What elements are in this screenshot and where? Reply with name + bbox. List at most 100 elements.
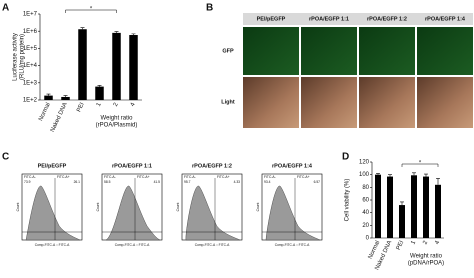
gfp-image — [301, 27, 357, 75]
gate-percent: 73.9 — [24, 180, 31, 184]
error-bar — [131, 33, 136, 36]
panel-letter: C — [2, 152, 9, 163]
significance-bracket — [65, 9, 117, 13]
gate-label: FITC-A+ — [217, 175, 230, 179]
bar — [112, 32, 121, 100]
error-bar — [400, 201, 404, 206]
plot-title: rPOA/EGFP 1:2 — [192, 163, 232, 169]
error-bar — [388, 174, 392, 177]
gfp-image — [243, 27, 299, 75]
flow-y-label: Count — [96, 203, 100, 212]
flow-x-label: Comp-FITC-A :: FITC-A — [275, 243, 310, 247]
column-header: rPOA/EGFP 1:2 — [367, 16, 407, 22]
gate-percent: 6.57 — [314, 180, 321, 184]
gate-percent: 4.33 — [234, 180, 241, 184]
gate-label: FITC-A+ — [137, 175, 150, 179]
gate-label: FITC-A- — [184, 175, 196, 179]
y-tick-label: 120 — [359, 160, 370, 166]
x-tick-label: 2 — [422, 239, 429, 245]
y-tick-label: 1E+2 — [23, 98, 38, 104]
flow-y-label: Count — [256, 203, 260, 212]
x-axis-label: Weight ratio — [101, 116, 134, 122]
y-tick-label: 1E+3 — [23, 80, 38, 86]
row-label: GFP — [222, 48, 234, 54]
flow-x-label: Comp-FITC-A :: FITC-A — [195, 243, 230, 247]
y-axis-label: Cell viability (%) — [345, 179, 351, 222]
panel-letter: B — [206, 3, 213, 14]
column-header: PEI/pEGFP — [257, 16, 286, 22]
bar — [399, 205, 405, 238]
histogram — [265, 185, 321, 241]
y-tick-label: 1E+7 — [23, 12, 38, 18]
x-tick-label: PEI — [396, 240, 406, 252]
flow-y-label: Count — [176, 203, 180, 212]
error-bar — [424, 173, 428, 177]
y-tick-label: 80 — [362, 185, 369, 191]
light-image — [301, 77, 357, 128]
gate-percent: 95.7 — [184, 180, 191, 184]
x-tick-label: Normal — [38, 102, 52, 122]
x-tick-label: 1 — [410, 239, 417, 245]
bar — [435, 184, 441, 238]
gate-label: FITC-A- — [24, 175, 36, 179]
gate-percent: 58.5 — [104, 180, 111, 184]
gfp-image — [417, 27, 473, 75]
gate-label: FITC-A- — [264, 175, 276, 179]
y-tick-label: 0 — [366, 236, 370, 242]
gate-label: FITC-A+ — [57, 175, 70, 179]
panel-letter: D — [342, 152, 349, 163]
x-tick-label: 4 — [130, 101, 137, 107]
bar — [375, 174, 381, 238]
y-tick-label: 20 — [362, 223, 369, 229]
x-tick-label: 1 — [96, 101, 103, 107]
error-bar — [436, 178, 440, 185]
error-bar — [97, 85, 102, 87]
bar — [44, 95, 53, 100]
significance-star: * — [419, 161, 422, 167]
y-axis-label: Luciferase activity — [13, 33, 19, 81]
y-tick-label: 60 — [362, 198, 369, 204]
significance-bracket — [401, 163, 439, 167]
x-axis-label: (rPOA/Plasmid) — [96, 123, 138, 129]
y-tick-label: 1E+4 — [23, 63, 38, 69]
bar — [61, 96, 70, 100]
y-axis-label: (RLU/mg protein) — [20, 34, 26, 80]
histogram — [25, 185, 81, 241]
gate-percent: 26.1 — [74, 180, 81, 184]
error-bar — [114, 31, 119, 33]
y-tick-label: 100 — [359, 172, 370, 178]
flow-x-label: Comp-FITC-A :: FITC-A — [115, 243, 150, 247]
flow-y-label: Count — [16, 203, 20, 212]
x-tick-label: 2 — [113, 101, 120, 107]
bar — [129, 35, 138, 101]
x-tick-label: 4 — [434, 239, 441, 245]
error-bar — [412, 172, 416, 176]
y-tick-label: 40 — [362, 210, 369, 216]
significance-star: * — [90, 7, 93, 13]
light-image — [359, 77, 415, 128]
y-tick-label: 1E+5 — [23, 46, 38, 52]
error-bar — [80, 27, 85, 30]
plot-title: rPOA/EGFP 1:1 — [112, 163, 152, 169]
gate-percent: 41.5 — [154, 180, 161, 184]
bar — [423, 176, 429, 238]
bar — [95, 86, 104, 100]
light-image — [243, 77, 299, 128]
flow-x-label: Comp-FITC-A :: FITC-A — [35, 243, 70, 247]
gate-percent: 93.4 — [264, 180, 271, 184]
x-tick-label: Naked DNA — [50, 102, 69, 133]
panel-letter: A — [2, 3, 9, 14]
error-bar — [46, 93, 51, 96]
light-image — [417, 77, 473, 128]
plot-title: rPOA/EGFP 1:4 — [272, 163, 313, 169]
plot-title: PEI/pEGFP — [38, 163, 67, 169]
bar — [411, 175, 417, 238]
error-bar — [63, 95, 68, 97]
error-bar — [376, 173, 380, 175]
x-axis-label: (pDNA/rPOA) — [408, 261, 444, 267]
x-axis-label: Weight ratio — [410, 254, 443, 260]
gfp-image — [359, 27, 415, 75]
bar — [78, 29, 87, 101]
column-header: rPOA/EGFP 1:1 — [309, 16, 349, 22]
